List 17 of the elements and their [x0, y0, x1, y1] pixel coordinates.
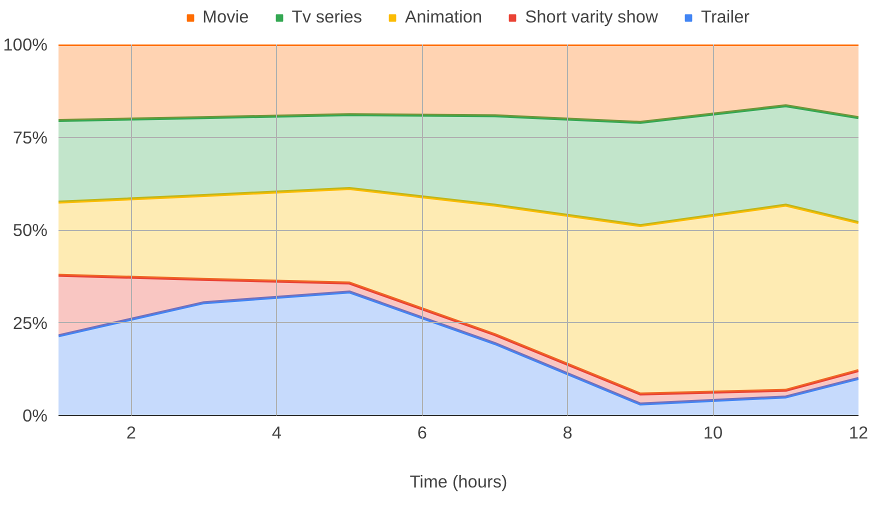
legend-label: Short varity show: [525, 6, 658, 28]
legend-label: Trailer: [701, 6, 750, 28]
legend-label: Movie: [202, 6, 249, 28]
x-tick-label: 10: [703, 422, 723, 442]
y-tick-label: 25%: [12, 312, 48, 333]
x-tick-label: 4: [272, 422, 282, 442]
x-tick-label: 12: [848, 422, 868, 442]
y-tick-label: 0%: [22, 406, 48, 426]
x-tick-label: 2: [126, 422, 136, 442]
legend-label: Animation: [405, 6, 482, 28]
legend-label: Tv series: [292, 6, 362, 28]
x-tick-label: 8: [562, 422, 572, 442]
x-tick-label: 6: [417, 422, 427, 442]
x-axis-title: Time (hours): [410, 472, 508, 492]
y-tick-label: 50%: [12, 220, 48, 240]
y-tick-label: 100%: [3, 34, 48, 54]
y-tick-label: 75%: [12, 127, 48, 148]
